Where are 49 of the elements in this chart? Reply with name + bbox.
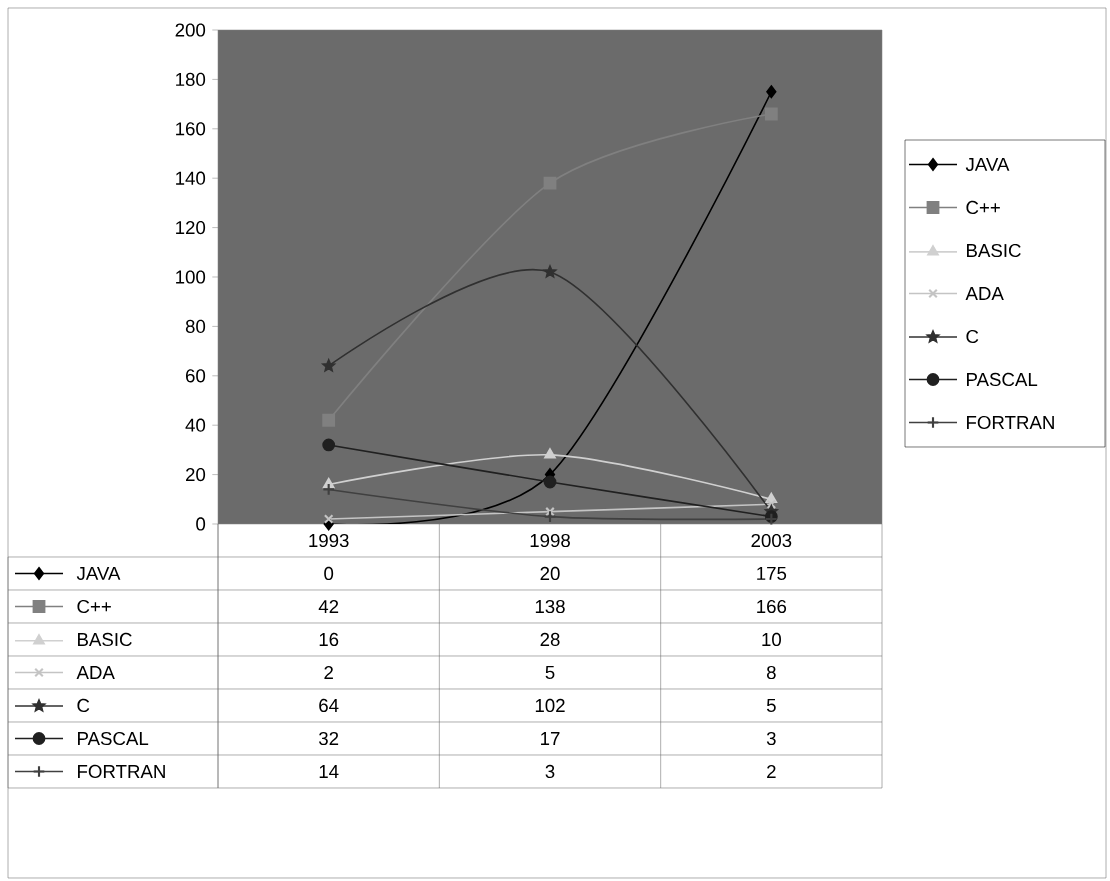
y-tick-label: 100 [176,270,206,284]
data-label: 5 [545,665,555,680]
data-label: 0 [324,566,334,581]
legend-label: JAVA [965,158,1010,172]
y-tick-label: 180 [176,72,206,87]
data-label: 10 [762,632,781,647]
data-label: 102 [535,698,565,713]
legend-label: C++ [966,200,1000,215]
y-tick-label: 60 [186,369,206,383]
data-label: 64 [319,698,339,713]
text: BASIC [967,243,1021,258]
y-tick-label: 200 [175,23,206,37]
text: C++ [77,599,111,614]
data-label: 138 [535,599,565,614]
y-tick-label: 140 [176,171,206,185]
text: FORTRAN [78,764,165,779]
legend-label: PASCAL [967,372,1038,387]
text: JAVA [76,566,121,581]
text: PASCAL [78,731,149,746]
data-label: 3 [545,764,555,779]
data-label: 16 [319,632,339,647]
data-label: 2 [767,764,776,779]
text: ADA [965,287,1004,300]
x-tick-label: 1993 [309,533,349,548]
data-label: 28 [540,632,560,647]
x-tick-label: 2003 [751,533,792,548]
data-label: 3 [766,731,776,746]
data-label: 14 [319,765,339,778]
data-label: 32 [319,731,339,746]
legend-label: BASIC [78,632,132,647]
data-label: 5 [766,698,776,713]
y-tick-label: 80 [185,319,206,334]
data-label: 166 [757,599,787,614]
legend-label: C [966,329,979,344]
y-tick-label: 120 [176,220,206,235]
data-label: 2 [324,665,333,680]
y-tick-label: 0 [196,517,206,531]
y-tick-label: 160 [176,122,206,136]
text: C [77,698,90,713]
data-label: 8 [766,665,776,680]
data-label: 20 [540,566,560,581]
data-label: 175 [757,566,787,581]
data-label: 42 [318,599,339,614]
data-label: 17 [541,732,560,745]
y-tick-label: 40 [185,418,206,432]
y-tick-label: 20 [186,467,206,482]
legend-label: ADA [76,666,115,679]
x-tick-label: 1998 [530,533,570,548]
legend-label: FORTRAN [967,415,1054,430]
